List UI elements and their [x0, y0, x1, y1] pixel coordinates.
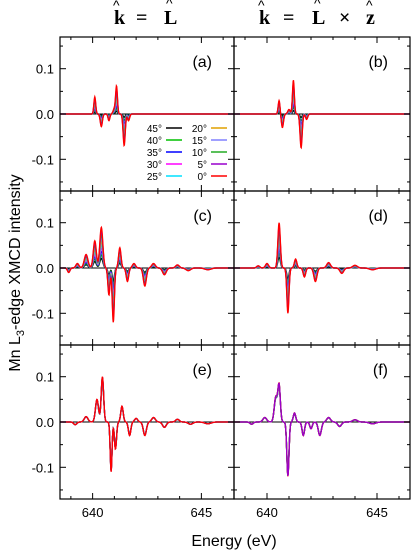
legend-label: 45° [147, 124, 162, 135]
y-axis-label: Mn L3-edge XMCD intensity [7, 174, 27, 371]
panel-label: (c) [193, 208, 212, 225]
panels: 0.1 0.0 -0.1 (a) (b) 0.1 0.0 -0.1 (c) (d) 0.1 0.0 -0… [32, 36, 411, 520]
legend-label: 20° [192, 124, 207, 135]
L-hat-accent-left: ^ [166, 0, 173, 11]
x-tick-label: 640 [256, 505, 278, 520]
panel-label: (b) [368, 54, 388, 71]
legend-label: 35° [147, 148, 162, 159]
y-tick-label: -0.1 [32, 460, 54, 475]
x-axis-label: Energy (eV) [191, 533, 276, 550]
panel-label: (d) [368, 208, 388, 225]
y-tick-label: 0.1 [36, 216, 54, 231]
y-tick-label: -0.1 [32, 152, 54, 167]
z-hat-accent-right: ^ [366, 0, 373, 13]
legend-label: 15° [192, 136, 207, 147]
panel-a: 0.1 0.0 -0.1 (a) [32, 36, 235, 192]
panel-c: 0.1 0.0 -0.1 (c) [32, 190, 235, 346]
y-tick-label: 0.1 [36, 370, 54, 385]
y-tick-label: 0.0 [36, 107, 54, 122]
legend: 45°40°35°30°25° 20°15°10°5°0° [147, 124, 227, 183]
times-right: × [339, 7, 350, 29]
curve-0deg [234, 222, 410, 314]
curve-0deg [60, 83, 234, 147]
panel-label: (f) [373, 362, 388, 379]
x-tick-label: 645 [366, 505, 388, 520]
k-hat-right: k [259, 7, 271, 29]
panel-label: (a) [192, 54, 212, 71]
equals-left: = [136, 7, 147, 29]
legend-label: 40° [147, 136, 162, 147]
panel-e: 0.1 0.0 -0.1 640 645 (e) [32, 344, 235, 520]
header-right: k ^ = L ^ × z ^ [258, 0, 375, 29]
legend-label: 10° [192, 148, 207, 159]
y-tick-label: 0.0 [36, 261, 54, 276]
k-hat-left: k [114, 7, 126, 29]
x-tick-label: 640 [82, 505, 104, 520]
legend-label: 30° [147, 160, 162, 171]
y-tick-label: 0.0 [36, 415, 54, 430]
y-tick-label: 0.1 [36, 62, 54, 77]
legend-label: 0° [197, 172, 207, 183]
y-tick-label: -0.1 [32, 306, 54, 321]
legend-label: 5° [197, 160, 207, 171]
k-hat-accent-right: ^ [258, 0, 265, 13]
L-hat-left: L [164, 7, 177, 29]
curve-0deg [60, 376, 234, 472]
L-hat-right: L [312, 7, 325, 29]
legend-label: 25° [147, 172, 162, 183]
curve-0deg [234, 79, 410, 150]
panel-f: 640 645 (f) [233, 344, 411, 520]
panel-label: (e) [192, 362, 212, 379]
panel-b: (b) [233, 36, 411, 192]
x-tick-label: 645 [191, 505, 213, 520]
z-hat-right: z [366, 7, 375, 29]
panel-d: (d) [233, 190, 411, 346]
equals-right: = [283, 7, 294, 29]
k-hat-accent-left: ^ [113, 0, 120, 13]
curve-30deg [60, 101, 234, 128]
curve-0deg [60, 225, 234, 323]
curve-5deg [234, 382, 410, 476]
L-hat-accent-right: ^ [314, 0, 321, 11]
header-left: k ^ = L ^ [113, 0, 177, 29]
